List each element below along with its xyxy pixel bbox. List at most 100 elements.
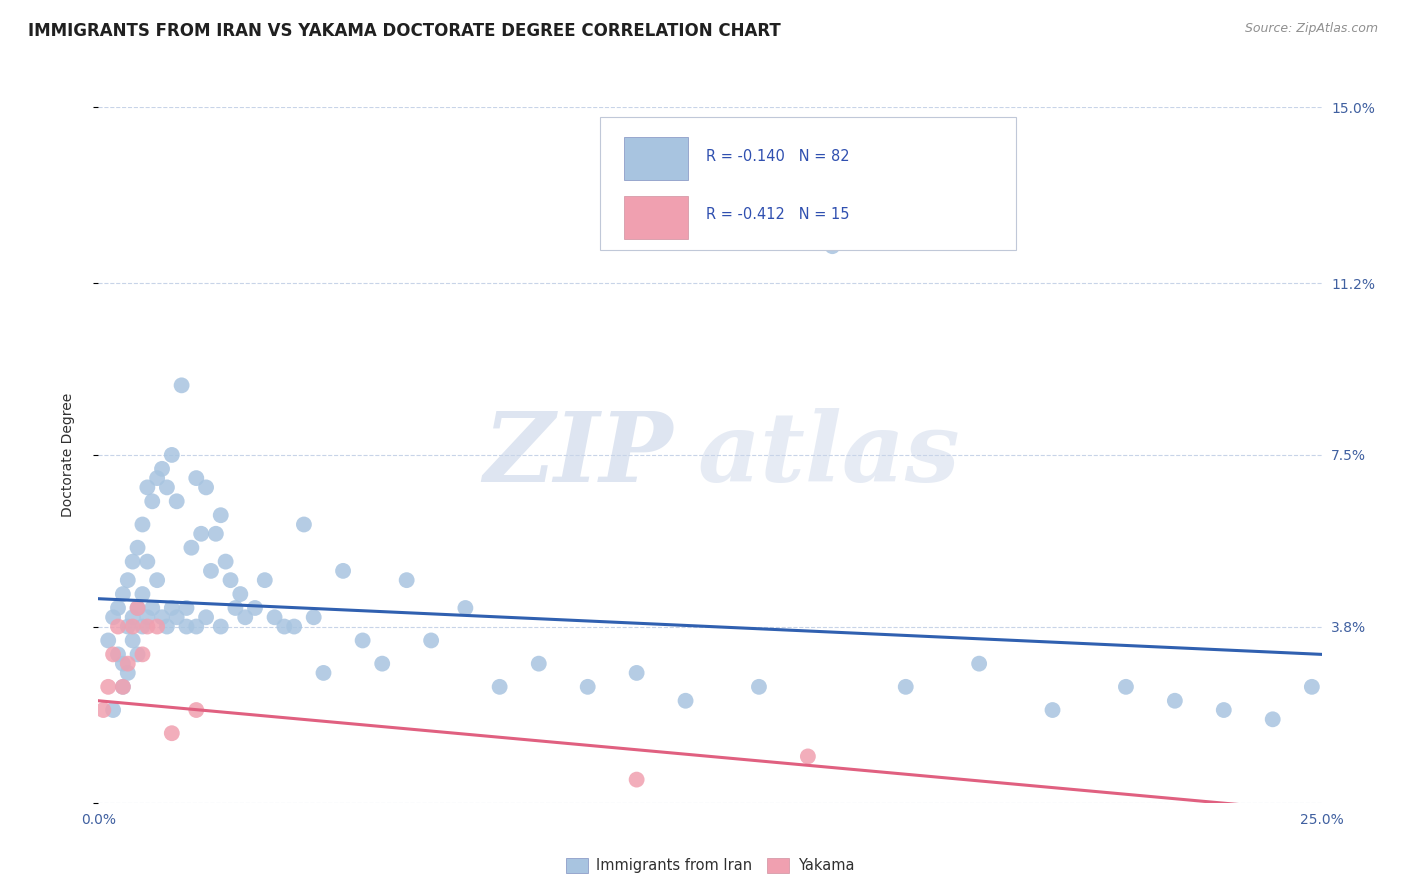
Point [1042, 703, 1064, 717]
Point [150, 610, 173, 624]
Point [131, 517, 153, 532]
Point [166, 494, 188, 508]
Point [117, 665, 139, 680]
Point [117, 619, 139, 633]
Legend: Immigrants from Iran, Yakama: Immigrants from Iran, Yakama [560, 852, 860, 879]
Point [1115, 680, 1137, 694]
Point [576, 680, 599, 694]
Point [107, 648, 129, 662]
Point [107, 619, 129, 633]
Point [626, 665, 648, 680]
Point [332, 564, 354, 578]
Point [160, 448, 183, 462]
Text: R = -0.140   N = 82: R = -0.140 N = 82 [706, 149, 851, 163]
Point [131, 587, 153, 601]
Point [488, 680, 510, 694]
Point [371, 657, 394, 671]
FancyBboxPatch shape [600, 118, 1015, 250]
Point [209, 619, 232, 633]
Point [141, 494, 163, 508]
Point [101, 610, 124, 624]
Text: ZIP: ZIP [484, 408, 673, 502]
Point [97, 633, 120, 648]
Text: Source: ZipAtlas.com: Source: ZipAtlas.com [1244, 22, 1378, 36]
Point [176, 601, 198, 615]
Point [1164, 694, 1187, 708]
Point [121, 619, 143, 633]
Point [233, 610, 256, 624]
Point [312, 665, 335, 680]
Point [111, 680, 134, 694]
FancyBboxPatch shape [624, 137, 688, 180]
Point [797, 749, 820, 764]
Point [219, 573, 242, 587]
Point [626, 772, 648, 787]
Point [117, 573, 139, 587]
Point [101, 648, 124, 662]
Point [131, 619, 153, 633]
Point [1212, 703, 1234, 717]
Text: R = -0.412   N = 15: R = -0.412 N = 15 [706, 207, 849, 222]
Point [170, 378, 193, 392]
Point [190, 526, 212, 541]
Point [150, 462, 173, 476]
Point [121, 555, 143, 569]
Point [395, 573, 418, 587]
Point [136, 619, 159, 633]
Point [117, 657, 139, 671]
Point [127, 648, 149, 662]
Point [186, 471, 208, 485]
Point [127, 601, 149, 615]
Point [127, 601, 149, 615]
Point [420, 633, 443, 648]
Point [243, 601, 266, 615]
Point [229, 587, 252, 601]
Point [1261, 712, 1284, 726]
Point [186, 703, 208, 717]
Point [111, 587, 134, 601]
Point [205, 526, 228, 541]
Point [136, 480, 159, 494]
Point [748, 680, 770, 694]
Point [214, 555, 236, 569]
Point [121, 610, 143, 624]
Point [91, 703, 114, 717]
Point [527, 657, 550, 671]
Point [176, 619, 198, 633]
Point [146, 619, 169, 633]
FancyBboxPatch shape [624, 196, 688, 239]
Point [166, 610, 188, 624]
Point [186, 619, 208, 633]
Point [224, 601, 246, 615]
Point [209, 508, 232, 523]
Point [253, 573, 276, 587]
Point [200, 564, 222, 578]
Point [156, 480, 179, 494]
Point [141, 601, 163, 615]
Point [160, 726, 183, 740]
Point [97, 680, 120, 694]
Point [146, 573, 169, 587]
Point [302, 610, 325, 624]
Point [156, 619, 179, 633]
Point [121, 633, 143, 648]
Point [273, 619, 295, 633]
Point [131, 648, 153, 662]
Point [180, 541, 202, 555]
Y-axis label: Doctorate Degree: Doctorate Degree [60, 392, 75, 517]
Text: IMMIGRANTS FROM IRAN VS YAKAMA DOCTORATE DEGREE CORRELATION CHART: IMMIGRANTS FROM IRAN VS YAKAMA DOCTORATE… [28, 22, 780, 40]
Point [894, 680, 917, 694]
Point [101, 703, 124, 717]
Point [675, 694, 697, 708]
Point [967, 657, 990, 671]
Point [352, 633, 374, 648]
Point [263, 610, 285, 624]
Point [1301, 680, 1323, 694]
Point [146, 471, 169, 485]
Point [111, 657, 134, 671]
Point [127, 541, 149, 555]
Point [111, 680, 134, 694]
Point [107, 601, 129, 615]
Point [136, 610, 159, 624]
Text: atlas: atlas [697, 408, 960, 502]
